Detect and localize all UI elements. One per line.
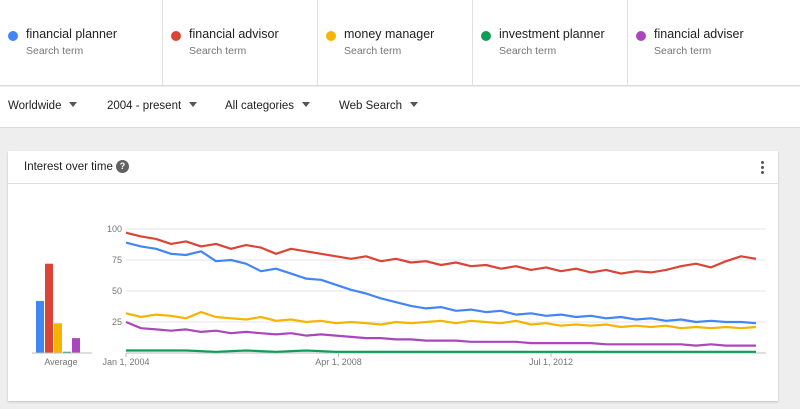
series-line-1 [125, 241, 757, 325]
time-range-dropdown[interactable]: 2004 - present [107, 100, 198, 112]
y-tick-label: 25 [112, 317, 122, 327]
y-tick-label: 50 [112, 286, 122, 296]
card-divider [8, 183, 778, 184]
caret-down-icon [410, 102, 419, 108]
more-options-icon[interactable] [756, 159, 768, 175]
search-property-label: Web Search [339, 100, 403, 112]
caret-down-icon [302, 102, 311, 108]
region-dropdown[interactable]: Worldwide [8, 100, 78, 112]
series-line-5 [125, 320, 756, 347]
average-bar-4 [63, 351, 71, 353]
series-line-3 [125, 311, 757, 330]
category-dropdown[interactable]: All categories [225, 100, 311, 112]
series-color-dot [8, 31, 18, 41]
term-name: money manager [344, 27, 435, 41]
term-name: financial adviser [654, 27, 744, 41]
search-term-4[interactable]: investment planner Search term [472, 0, 627, 86]
average-bar-2 [45, 263, 53, 353]
search-property-dropdown[interactable]: Web Search [339, 100, 419, 112]
term-type: Search term [499, 45, 557, 57]
help-icon[interactable]: ? [116, 160, 129, 173]
card-title: Interest over time [24, 161, 113, 173]
interest-over-time-card: Interest over time ? 100 75 50 25 Jan 1, 200… [8, 151, 778, 401]
search-term-3[interactable]: money manager Search term [317, 0, 472, 86]
x-tick-label: Apr 1, 2008 [315, 357, 362, 367]
series-color-dot [326, 31, 336, 41]
search-term-5[interactable]: financial adviser Search term [627, 0, 787, 86]
filter-bar: Worldwide 2004 - present All categories … [0, 87, 800, 128]
search-term-1[interactable]: financial planner Search term [0, 0, 162, 86]
x-tick-label: Jul 1, 2012 [529, 357, 573, 367]
average-bar-5 [72, 338, 80, 353]
caret-down-icon [69, 102, 78, 108]
y-tick-label: 75 [112, 255, 122, 265]
category-label: All categories [225, 100, 295, 112]
x-tick-label: Jan 1, 2004 [102, 357, 149, 367]
search-terms-bar: financial planner Search term financial … [0, 0, 800, 86]
term-name: financial advisor [189, 27, 279, 41]
term-type: Search term [344, 45, 402, 57]
term-type: Search term [189, 45, 247, 57]
average-bar-3 [54, 323, 62, 353]
term-name: investment planner [499, 27, 605, 41]
series-color-dot [481, 31, 491, 41]
search-term-2[interactable]: financial advisor Search term [162, 0, 317, 86]
average-bar-1 [36, 300, 44, 353]
caret-down-icon [189, 102, 198, 108]
average-label: Average [44, 357, 77, 367]
time-range-label: 2004 - present [107, 100, 182, 112]
region-label: Worldwide [8, 100, 62, 112]
term-name: financial planner [26, 27, 118, 41]
y-tick-label: 100 [107, 224, 122, 234]
term-type: Search term [654, 45, 712, 57]
series-color-dot [636, 31, 646, 41]
interest-chart: 100 75 50 25 Jan 1, 2004 Apr 1, 2008 Jul 1, 20… [32, 224, 766, 367]
term-type: Search term [26, 45, 84, 57]
series-line-4 [126, 349, 756, 353]
series-color-dot [171, 31, 181, 41]
series-line-2 [125, 231, 757, 275]
